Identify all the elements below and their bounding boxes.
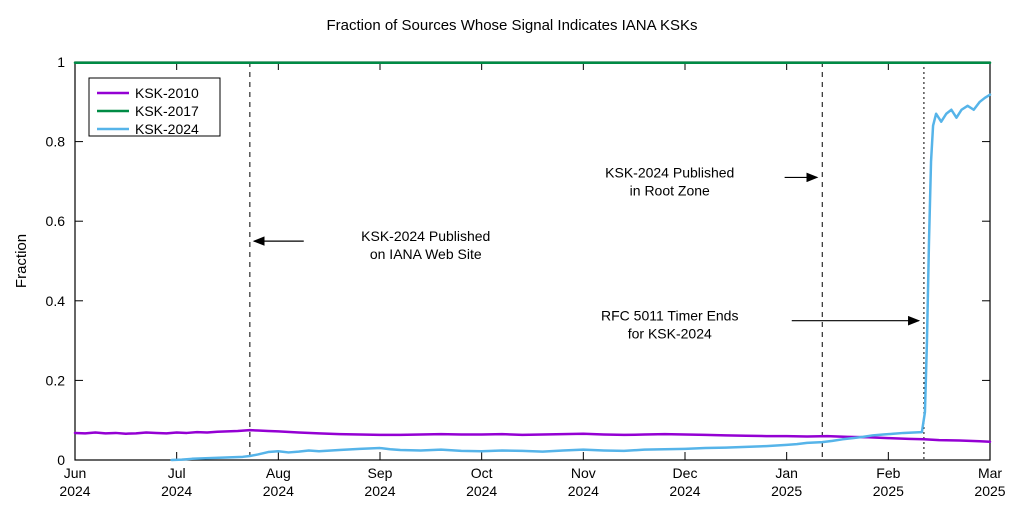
xtick-label-line2: 2025: [974, 483, 1005, 499]
legend-label: KSK-2017: [135, 103, 199, 119]
legend-label: KSK-2010: [135, 85, 199, 101]
xtick-label-line2: 2025: [771, 483, 802, 499]
ytick-label: 0.4: [46, 293, 66, 309]
xtick-label-line1: Nov: [571, 465, 596, 481]
xtick-label-line2: 2024: [59, 483, 90, 499]
ytick-label: 0.6: [46, 213, 66, 229]
annotation-line2: on IANA Web Site: [370, 246, 482, 262]
annotation-line2: for KSK-2024: [628, 326, 712, 342]
legend-label: KSK-2024: [135, 121, 199, 137]
ytick-label: 0.8: [46, 134, 66, 150]
xtick-label-line2: 2024: [161, 483, 192, 499]
ytick-label: 1: [57, 54, 65, 70]
xtick-label-line2: 2024: [568, 483, 599, 499]
xtick-label-line1: Sep: [368, 465, 393, 481]
xtick-label-line2: 2024: [263, 483, 294, 499]
xtick-label-line2: 2024: [466, 483, 497, 499]
xtick-label-line2: 2025: [873, 483, 904, 499]
chart-title: Fraction of Sources Whose Signal Indicat…: [326, 17, 697, 34]
ytick-label: 0.2: [46, 372, 66, 388]
xtick-label-line2: 2024: [364, 483, 395, 499]
xtick-label-line2: 2024: [669, 483, 700, 499]
annotation-line1: RFC 5011 Timer Ends: [601, 308, 738, 324]
xtick-label-line1: Feb: [876, 465, 900, 481]
xtick-label-line1: Jun: [64, 465, 87, 481]
chart-root: Fraction of Sources Whose Signal Indicat…: [0, 0, 1024, 512]
xtick-label-line1: Jan: [775, 465, 798, 481]
annotation-line1: KSK-2024 Published: [361, 228, 490, 244]
xtick-label-line1: Mar: [978, 465, 1002, 481]
xtick-label-line1: Dec: [673, 465, 698, 481]
annotation-line2: in Root Zone: [630, 182, 710, 198]
annotation-line1: KSK-2024 Published: [605, 164, 734, 180]
xtick-label-line1: Aug: [266, 465, 291, 481]
xtick-label-line1: Jul: [168, 465, 186, 481]
y-axis-label: Fraction: [13, 234, 30, 288]
xtick-label-line1: Oct: [471, 465, 493, 481]
